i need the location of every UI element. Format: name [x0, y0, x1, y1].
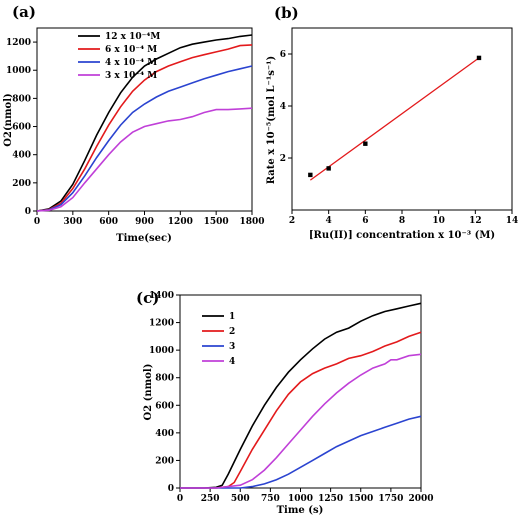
- y-tick-label: 0: [25, 207, 31, 217]
- y-tick-label: 1400: [149, 291, 174, 301]
- panel-a: (a) 0 300 600 900 1200 1500 1800 0 200 400 600 800 10…: [3, 3, 265, 244]
- series-line: [180, 331, 422, 489]
- x-tick-label: 1800: [239, 217, 264, 227]
- y-tick-label: 600: [12, 123, 31, 133]
- series-line: [180, 302, 422, 489]
- y-tick-label: 1200: [6, 38, 31, 48]
- y-axis-label: O2(nmol): [3, 93, 14, 146]
- data-point: [326, 166, 331, 171]
- x-tick-label: 4: [326, 216, 332, 226]
- y-tick-label: 2: [280, 154, 286, 164]
- x-tick-label: 1000: [288, 494, 313, 504]
- legend-label: 12 x 10⁻⁴M: [105, 32, 160, 42]
- x-tick-label: 12: [469, 216, 482, 226]
- y-tick-label: 4: [280, 102, 286, 112]
- y-tick-label: 400: [155, 429, 174, 439]
- x-tick-label: 500: [231, 494, 250, 504]
- legend-label: 2: [229, 327, 235, 337]
- x-axis-label: Time (s): [277, 505, 324, 516]
- legend-label: 1: [229, 312, 235, 322]
- series-line: [36, 44, 253, 212]
- x-tick-label: 0: [177, 494, 183, 504]
- legend-label: 3: [229, 342, 235, 352]
- y-tick-label: 600: [155, 401, 174, 411]
- series-line: [36, 65, 253, 212]
- y-tick-label: 200: [12, 179, 31, 189]
- x-tick-label: 2: [289, 216, 295, 226]
- y-tick-label: 1200: [149, 319, 174, 329]
- legend-label: 6 x 10⁻⁴ M: [105, 45, 157, 55]
- fit-line: [309, 57, 480, 181]
- y-tick-label: 0: [168, 484, 174, 494]
- x-tick-label: 2000: [408, 494, 433, 504]
- plot-frame: [179, 294, 422, 489]
- x-tick-label: 1500: [204, 217, 229, 227]
- x-tick-label: 600: [99, 217, 118, 227]
- x-tick-label: 10: [432, 216, 445, 226]
- panel-label: (c): [136, 289, 159, 307]
- y-tick-label: 800: [155, 374, 174, 384]
- series-line: [180, 353, 422, 489]
- x-tick-label: 8: [399, 216, 405, 226]
- series-line: [180, 415, 422, 489]
- x-tick-label: 6: [362, 216, 368, 226]
- y-tick-label: 1000: [6, 66, 31, 76]
- x-tick-label: 1500: [348, 494, 373, 504]
- x-tick-label: 250: [201, 494, 220, 504]
- legend-label: 4 x 10⁻⁴ M: [105, 58, 157, 68]
- x-axis-label: [Ru(II)] concentration x 10⁻³ (M): [309, 230, 495, 241]
- y-axis-label: O2 (nmol): [143, 364, 154, 421]
- series-line: [36, 34, 253, 212]
- y-tick-label: 1000: [149, 346, 174, 356]
- x-axis-label: Time(sec): [116, 233, 172, 244]
- plot-frame: [36, 27, 253, 212]
- plot-frame: [291, 27, 513, 211]
- x-tick-label: 1200: [168, 217, 193, 227]
- x-tick-label: 14: [506, 216, 519, 226]
- series-line: [36, 107, 253, 212]
- data-point: [476, 55, 482, 61]
- data-point: [363, 141, 368, 146]
- x-tick-label: 1250: [318, 494, 343, 504]
- panel-label: (b): [274, 4, 299, 22]
- y-axis-label: Rate x 10⁻⁵(mol L⁻¹s⁻¹): [266, 56, 277, 184]
- x-tick-label: 1750: [378, 494, 403, 504]
- legend-label: 4: [229, 357, 235, 367]
- panel-b: (b) 2 4 6 8 10 12 14 2 4 6 [Ru(II)] concentration x…: [266, 4, 518, 241]
- x-tick-label: 300: [63, 217, 82, 227]
- data-point: [308, 172, 313, 178]
- y-tick-label: 6: [280, 50, 286, 60]
- y-tick-label: 400: [12, 151, 31, 161]
- y-tick-label: 200: [155, 456, 174, 466]
- panel-c: (c) 0 250 500 750 1000 1250 1500 1750 2000 0 200 400…: [136, 289, 434, 516]
- x-tick-label: 0: [34, 217, 40, 227]
- x-tick-label: 900: [135, 217, 154, 227]
- x-tick-label: 750: [261, 494, 280, 504]
- y-tick-label: 800: [12, 94, 31, 104]
- panel-label: (a): [12, 3, 36, 21]
- legend-label: 3 x 10⁻⁴ M: [105, 71, 157, 81]
